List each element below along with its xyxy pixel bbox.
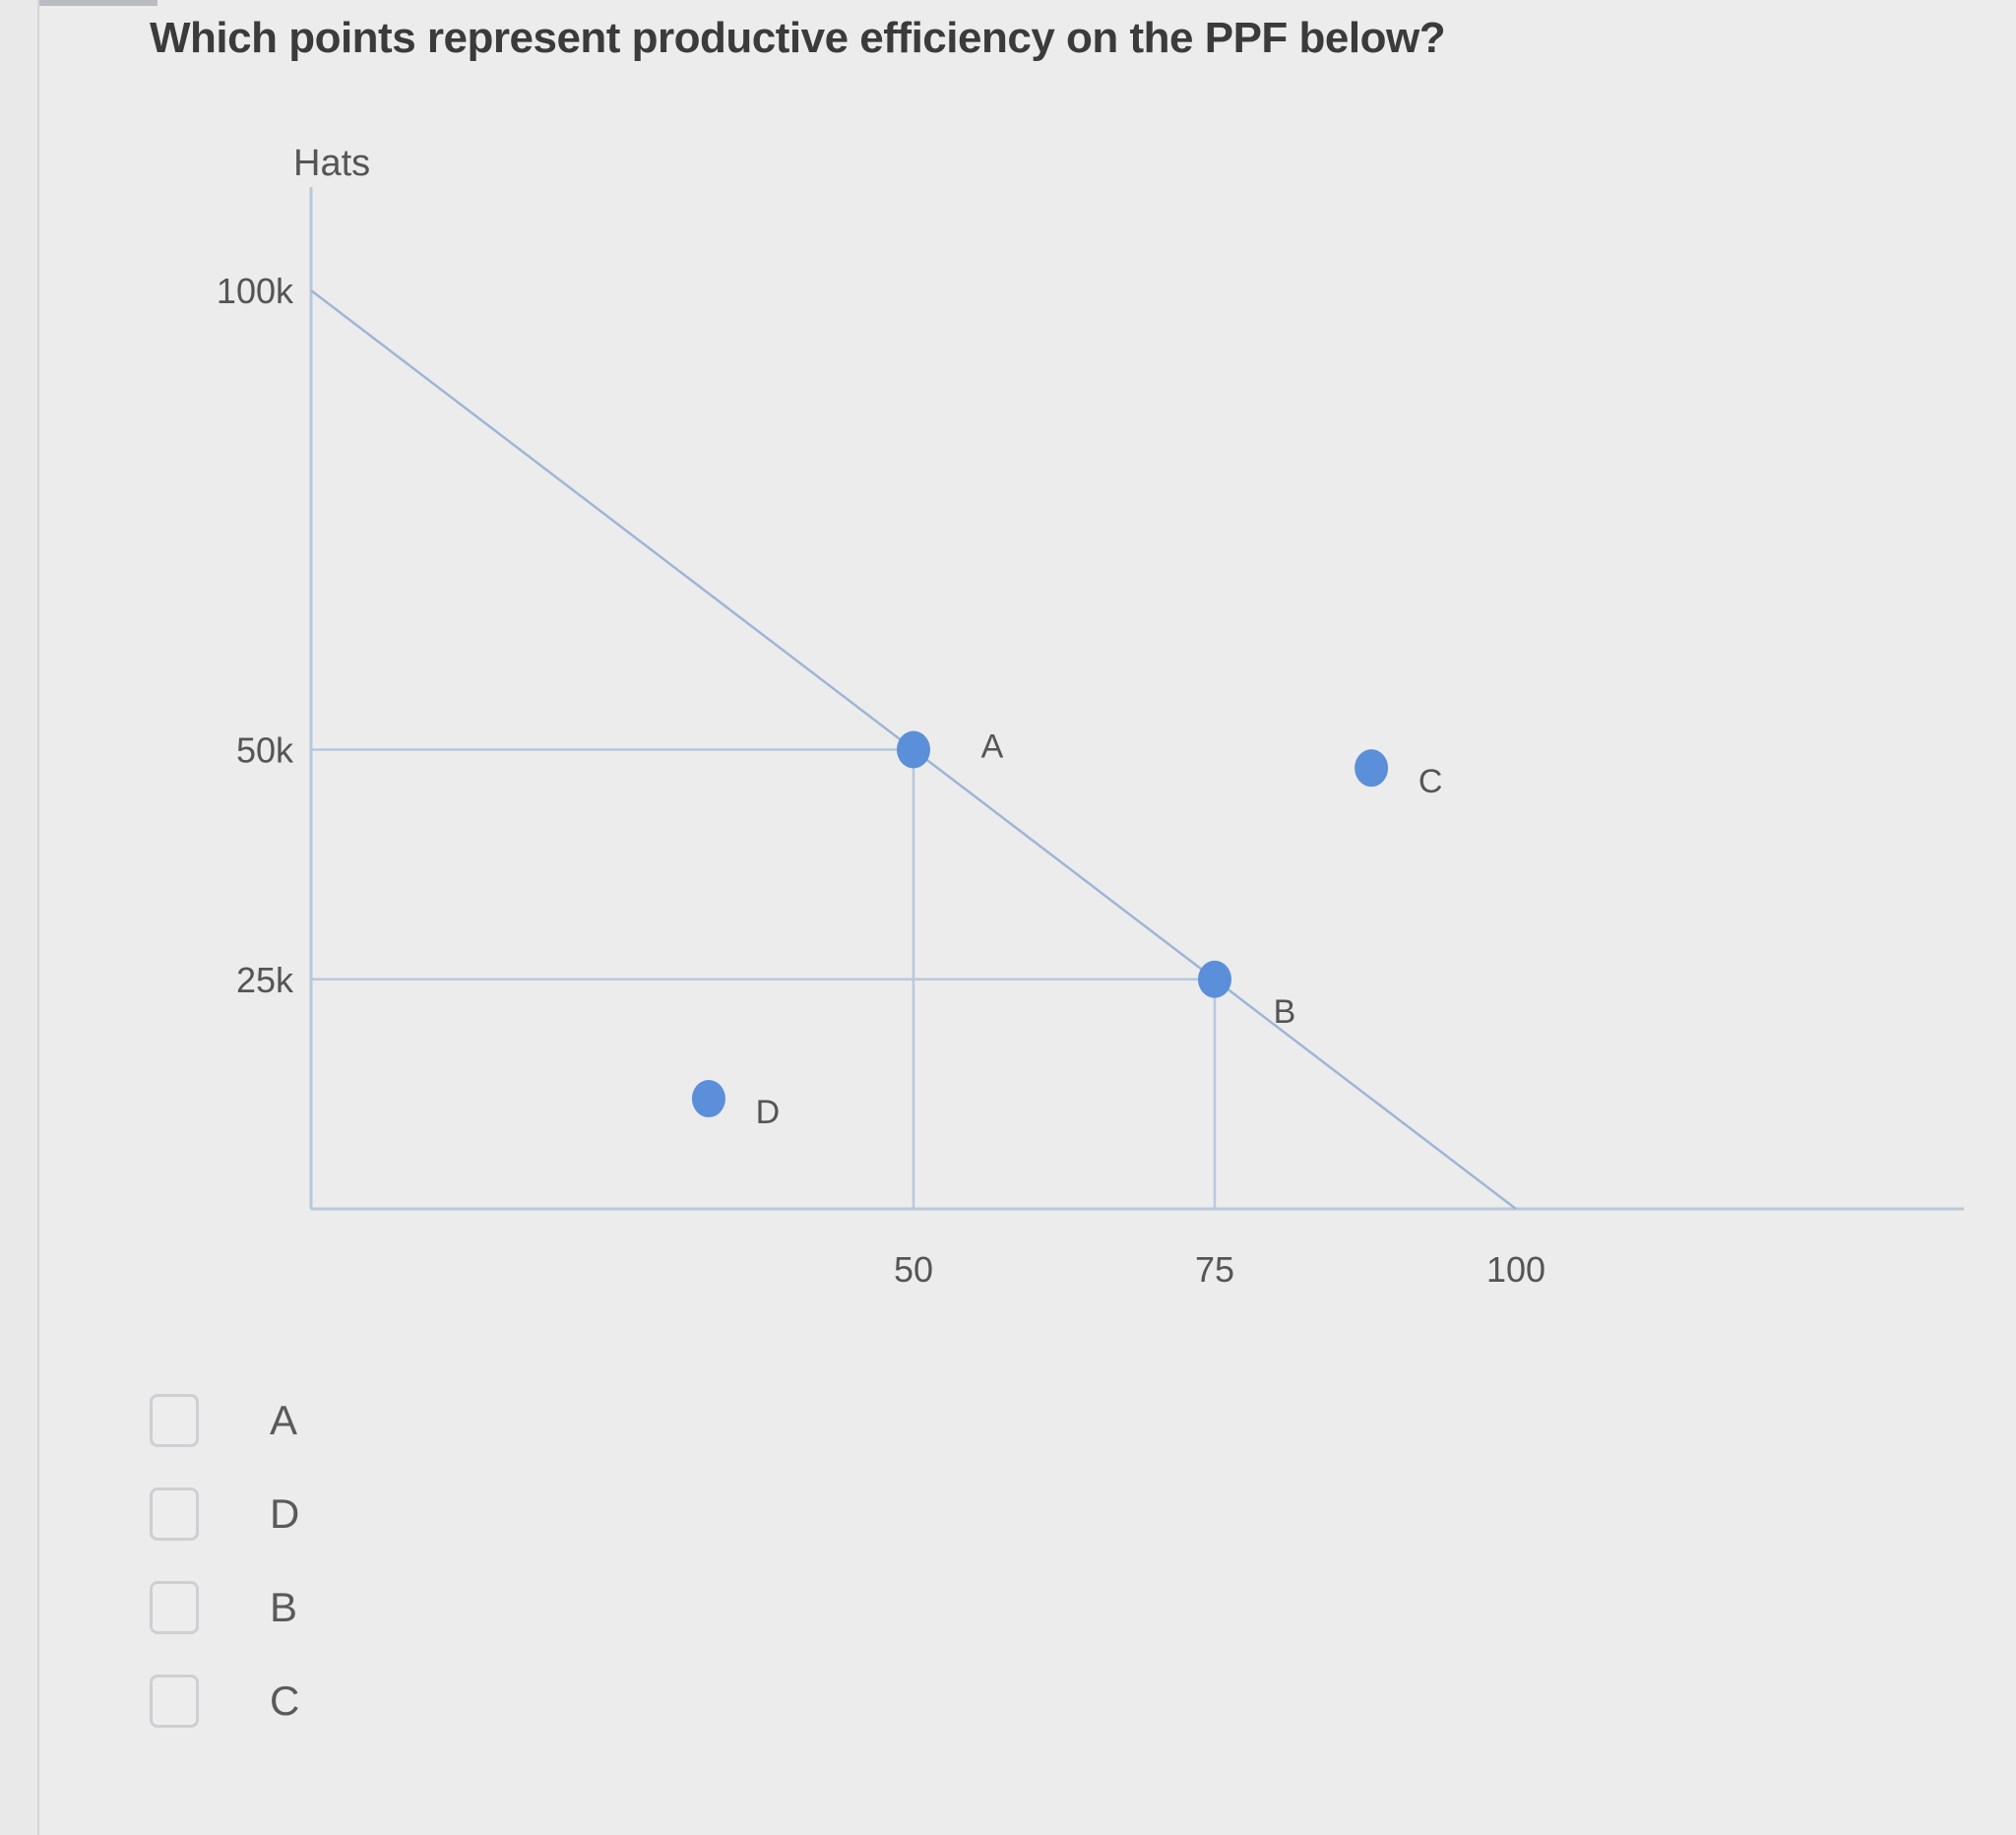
option-b[interactable]: B — [150, 1560, 329, 1654]
x-tick-label: 100 — [1486, 1249, 1545, 1290]
option-label: C — [270, 1677, 300, 1724]
point-b-label: B — [1274, 993, 1296, 1031]
option-label: A — [270, 1396, 298, 1443]
point-a-label: A — [981, 728, 1004, 766]
option-a[interactable]: A — [150, 1373, 329, 1467]
option-d[interactable]: D — [150, 1467, 329, 1560]
point-a-marker — [897, 730, 930, 769]
y-tick-label: 100k — [217, 271, 294, 311]
option-label: B — [270, 1583, 298, 1630]
point-d-label: D — [756, 1094, 781, 1131]
option-checkbox[interactable] — [150, 1487, 199, 1541]
option-checkbox[interactable] — [150, 1580, 199, 1634]
y-tick-label: 25k — [236, 960, 294, 1000]
point-b-marker — [1198, 960, 1231, 998]
left-rule — [37, 0, 40, 1835]
option-label: D — [270, 1489, 300, 1537]
answer-options: A D B C — [150, 1373, 329, 1747]
option-c[interactable]: C — [150, 1654, 329, 1747]
question-page — [39, 0, 2016, 1835]
option-checkbox[interactable] — [150, 1674, 199, 1728]
point-c-label: C — [1418, 763, 1443, 800]
option-checkbox[interactable] — [150, 1393, 199, 1447]
x-tick-label: 75 — [1195, 1249, 1234, 1290]
point-d-marker — [691, 1080, 725, 1118]
y-axis-label: Hats — [293, 143, 370, 184]
x-tick-label: 50 — [894, 1249, 933, 1290]
y-tick-label: 50k — [236, 730, 294, 771]
point-c-marker — [1354, 749, 1389, 788]
top-tab-indicator — [39, 0, 158, 6]
question-text: Which points represent productive effici… — [150, 14, 1446, 62]
